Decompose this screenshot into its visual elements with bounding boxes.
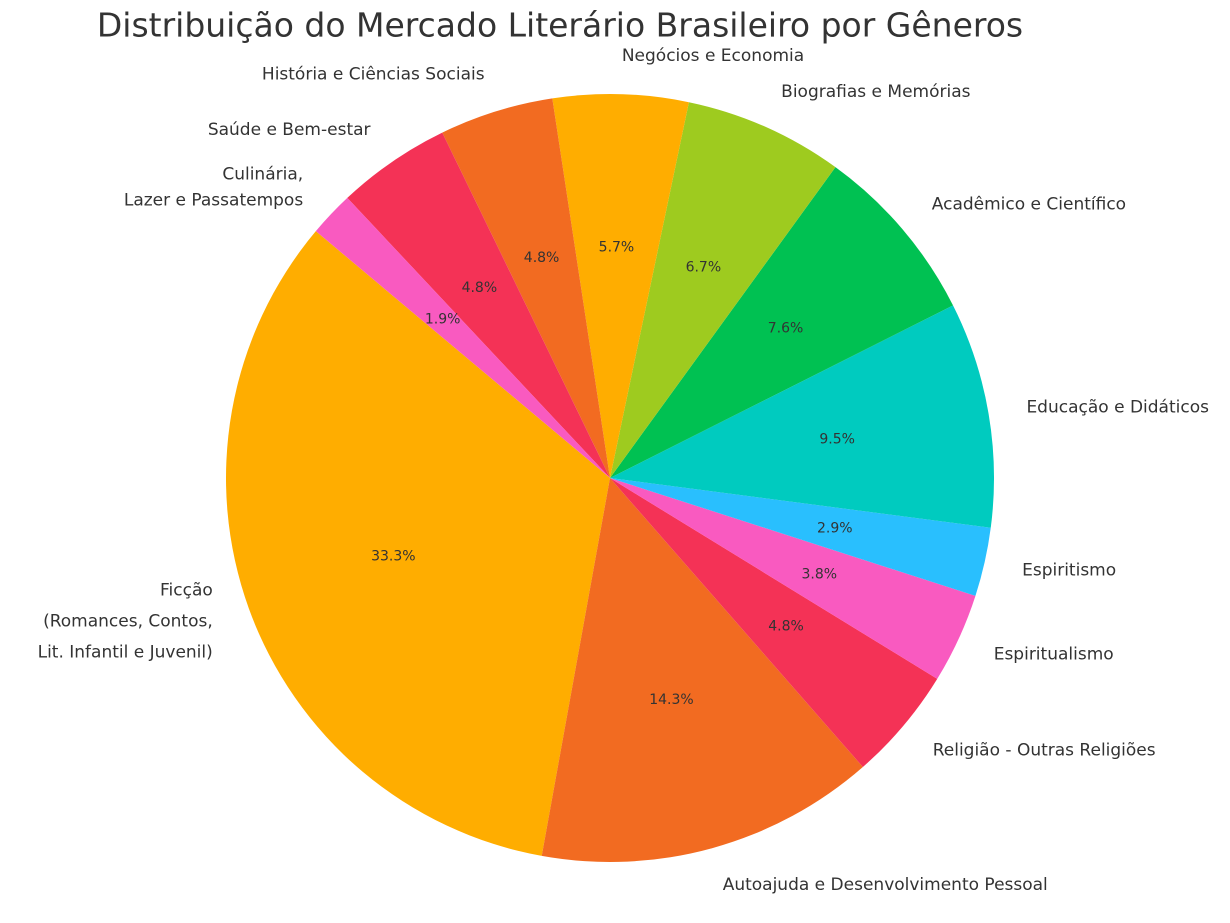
percent-label: 2.9%	[817, 521, 853, 537]
slice-label: Espiritualismo	[994, 645, 1114, 665]
label-line: Saúde e Bem-estar	[208, 120, 371, 140]
percent-label: 9.5%	[819, 431, 855, 447]
percent-label: 4.8%	[768, 619, 804, 635]
percent-label: 5.7%	[599, 240, 635, 256]
label-line: Negócios e Economia	[622, 46, 804, 66]
label-line: Acadêmico e Científico	[932, 194, 1126, 214]
percent-label: 6.7%	[686, 259, 722, 275]
label-line: Culinária,	[222, 165, 303, 185]
label-line: Lit. Infantil e Juvenil)	[38, 643, 213, 663]
wedge	[610, 102, 836, 479]
label-line: Espiritismo	[1022, 561, 1116, 581]
slice-label: Saúde e Bem-estar	[208, 120, 371, 140]
chart-title: Distribuição do Mercado Literário Brasil…	[97, 6, 1023, 45]
wedge	[552, 94, 689, 478]
slice-label: Autoajuda e Desenvolvimento Pessoal	[723, 875, 1048, 895]
wedge	[610, 478, 976, 679]
slice-label: Negócios e Economia	[622, 46, 804, 66]
slice-label: Ficção (Romances, Contos, Lit. Infantil e …	[38, 581, 213, 663]
wedge	[610, 167, 954, 478]
percent-label: 4.8%	[524, 250, 560, 266]
slice-label: Culinária, Lazer e Passatempos	[124, 165, 303, 211]
label-line: História e Ciências Sociais	[262, 65, 485, 85]
percent-label: 1.9%	[425, 312, 461, 328]
percent-label: 3.8%	[802, 566, 838, 582]
percent-label: 33.3%	[371, 548, 415, 564]
label-line: Ficção	[160, 581, 213, 601]
slice-label: Espiritismo	[1022, 561, 1116, 581]
wedge	[442, 98, 610, 478]
wedge	[315, 197, 610, 478]
label-line: Religião - Outras Religiões	[933, 741, 1156, 761]
label-line: Lazer e Passatempos	[124, 191, 303, 211]
wedge	[610, 478, 991, 596]
label-line: Autoajuda e Desenvolvimento Pessoal	[723, 875, 1048, 895]
label-line: Biografias e Memórias	[781, 82, 970, 102]
label-line: (Romances, Contos,	[43, 612, 213, 632]
label-line: Espiritualismo	[994, 645, 1114, 665]
label-line: Educação e Didáticos	[1026, 397, 1209, 417]
percent-label: 7.6%	[768, 321, 804, 337]
wedge	[541, 478, 863, 862]
wedge	[610, 305, 994, 528]
slice-label: Acadêmico e Científico	[932, 194, 1126, 214]
slice-label: Biografias e Memórias	[781, 82, 970, 102]
percent-label: 4.8%	[462, 280, 498, 296]
wedge	[610, 478, 938, 767]
wedge	[225, 231, 610, 856]
wedge	[347, 132, 610, 479]
slice-label: Educação e Didáticos	[1026, 397, 1209, 417]
percent-label: 14.3%	[649, 692, 693, 708]
slice-label: História e Ciências Sociais	[262, 65, 485, 85]
slice-label: Religião - Outras Religiões	[933, 741, 1156, 761]
